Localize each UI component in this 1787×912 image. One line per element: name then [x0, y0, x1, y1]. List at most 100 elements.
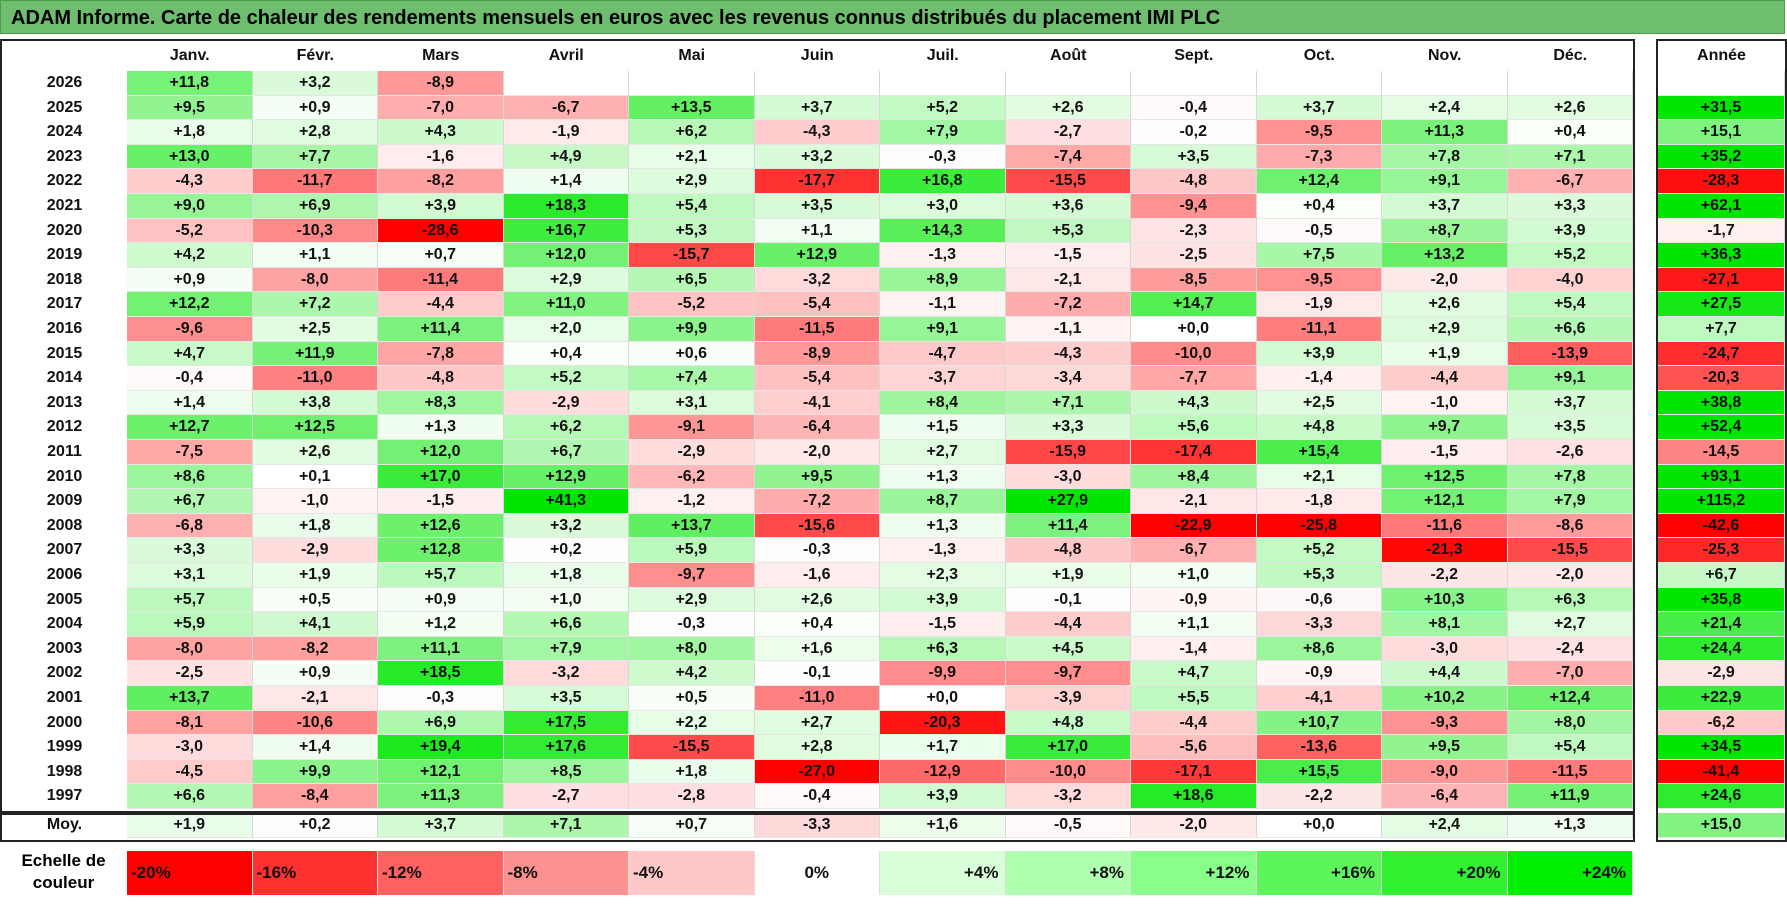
heatmap-cell: +3,1	[127, 563, 253, 588]
heatmap-cell: +4,3	[1131, 390, 1257, 416]
heatmap-cell: -10,0	[1005, 759, 1131, 785]
heatmap-cell: +7,2	[252, 292, 378, 317]
heatmap-cell: +4,4	[1382, 661, 1508, 686]
year-label: 2005	[46, 590, 83, 608]
heatmap-cell	[629, 71, 755, 96]
heatmap-cell: -6,7	[1507, 169, 1633, 194]
heatmap-cell: +12,9	[754, 243, 880, 268]
year-label: 2007	[46, 541, 83, 559]
color-scale-stop: +20%	[1382, 851, 1508, 895]
heatmap-cell: -9,6	[127, 317, 253, 342]
heatmap-cell: +12,1	[1382, 489, 1508, 514]
heatmap-cell: +41,3	[503, 489, 629, 514]
heatmap-cell: -0,3	[754, 538, 880, 563]
month-header: Juin	[800, 47, 834, 64]
heatmap-cell: +2,8	[252, 120, 378, 145]
heatmap-cell: +17,0	[378, 464, 504, 490]
heatmap-cell: +2,6	[252, 440, 378, 465]
heatmap-cell: +4,8	[1005, 710, 1131, 736]
heatmap-cell: -9,3	[1382, 710, 1508, 736]
heatmap-cell: -7,8	[378, 341, 504, 367]
heatmap-cell: -11,1	[1256, 317, 1382, 342]
heatmap-cell: +1,2	[378, 612, 504, 637]
heatmap-cell: -4,4	[1005, 612, 1131, 637]
heatmap-cell: -11,6	[1382, 513, 1508, 539]
heatmap-cell: +3,5	[503, 686, 629, 711]
year-label: 2019	[46, 246, 83, 264]
annual-cell: +24,6	[1658, 784, 1785, 809]
heatmap-cell: -11,7	[252, 169, 378, 194]
heatmap-cell: +1,7	[880, 735, 1006, 760]
heatmap-cell: +7,9	[1507, 489, 1633, 514]
heatmap-cell: -0,4	[754, 784, 880, 809]
heatmap-cell: +7,8	[1507, 464, 1633, 490]
heatmap-cell: +12,6	[378, 513, 504, 539]
heatmap-cell: +2,5	[1256, 390, 1382, 416]
heatmap-cell: +2,8	[754, 735, 880, 760]
heatmap-cell: +16,7	[503, 218, 629, 244]
heatmap-cell: -6,2	[629, 464, 755, 490]
heatmap-cell: +0,9	[127, 267, 253, 293]
month-header: Déc.	[1553, 47, 1588, 64]
heatmap-cell: +3,0	[880, 194, 1006, 219]
heatmap-cell: +2,9	[629, 169, 755, 194]
heatmap-cell: -4,5	[127, 759, 253, 785]
heatmap-cell	[1131, 71, 1257, 96]
heatmap-cell: -1,2	[629, 489, 755, 514]
heatmap-cell: +0,0	[1256, 813, 1382, 838]
heatmap-cell	[880, 71, 1006, 96]
heatmap-cell: -11,0	[252, 366, 378, 391]
heatmap-cell: -22,9	[1131, 513, 1257, 539]
heatmap-cell: +3,1	[629, 390, 755, 416]
heatmap-cell: +3,6	[1005, 194, 1131, 219]
heatmap-cell: -9,5	[1256, 120, 1382, 145]
heatmap-cell: +9,5	[127, 95, 253, 121]
heatmap-cell: -7,0	[1507, 661, 1633, 686]
heatmap-cell: -3,4	[1005, 366, 1131, 391]
heatmap-cell: +3,2	[252, 71, 378, 96]
year-label: 2021	[46, 197, 83, 214]
heatmap-cell: +11,3	[378, 784, 504, 809]
heatmap-cell: +2,3	[880, 563, 1006, 588]
heatmap-cell: +6,7	[503, 440, 629, 465]
annual-cell: -27,1	[1658, 267, 1785, 293]
heatmap-cell: +1,4	[252, 735, 378, 760]
heatmap-cell: -4,3	[754, 120, 880, 145]
heatmap-cell: -15,5	[1507, 538, 1633, 563]
month-header: Nov.	[1428, 47, 1462, 64]
color-scale-stop: +4%	[880, 851, 1006, 895]
year-label: 2004	[46, 615, 83, 633]
heatmap-cell: +2,9	[1382, 317, 1508, 342]
annual-cell: +27,5	[1658, 292, 1785, 317]
heatmap-cell: -15,9	[1005, 440, 1131, 465]
annual-cell: +34,5	[1658, 735, 1785, 760]
heatmap-cell: +6,6	[503, 612, 629, 637]
heatmap-cell: +12,2	[127, 292, 253, 317]
heatmap-cell: +0,4	[754, 612, 880, 637]
heatmap-cell: +19,4	[378, 735, 504, 760]
heatmap-cell: +2,7	[880, 440, 1006, 465]
heatmap-cell: -4,0	[1507, 267, 1633, 293]
color-scale-stop: +8%	[1005, 851, 1131, 895]
heatmap-cell: -9,9	[880, 661, 1006, 686]
heatmap-cell: +15,5	[1256, 759, 1382, 785]
heatmap-cell: -9,4	[1131, 194, 1257, 219]
annual-cell: +7,7	[1658, 317, 1785, 342]
heatmap-cell: -11,0	[754, 686, 880, 711]
heatmap-cell: +27,9	[1005, 489, 1131, 514]
annual-cell: +35,8	[1658, 587, 1785, 613]
heatmap-cell: +2,6	[1005, 95, 1131, 121]
month-header: Févr.	[296, 47, 334, 64]
heatmap-cell: +2,5	[252, 317, 378, 342]
heatmap-cell: +3,5	[1507, 415, 1633, 440]
heatmap-cell: -4,7	[880, 341, 1006, 367]
heatmap-cell: -7,3	[1256, 144, 1382, 170]
heatmap-cell: +14,3	[880, 218, 1006, 244]
heatmap-cell: -7,0	[378, 95, 504, 121]
heatmap-cell: +9,1	[1382, 169, 1508, 194]
average-row-label: Moy.	[46, 816, 83, 833]
heatmap-cell: +5,4	[1507, 292, 1633, 317]
heatmap-cell: -1,1	[1005, 317, 1131, 342]
heatmap-cell: +0,4	[1507, 120, 1633, 145]
month-header: Avril	[548, 47, 584, 64]
